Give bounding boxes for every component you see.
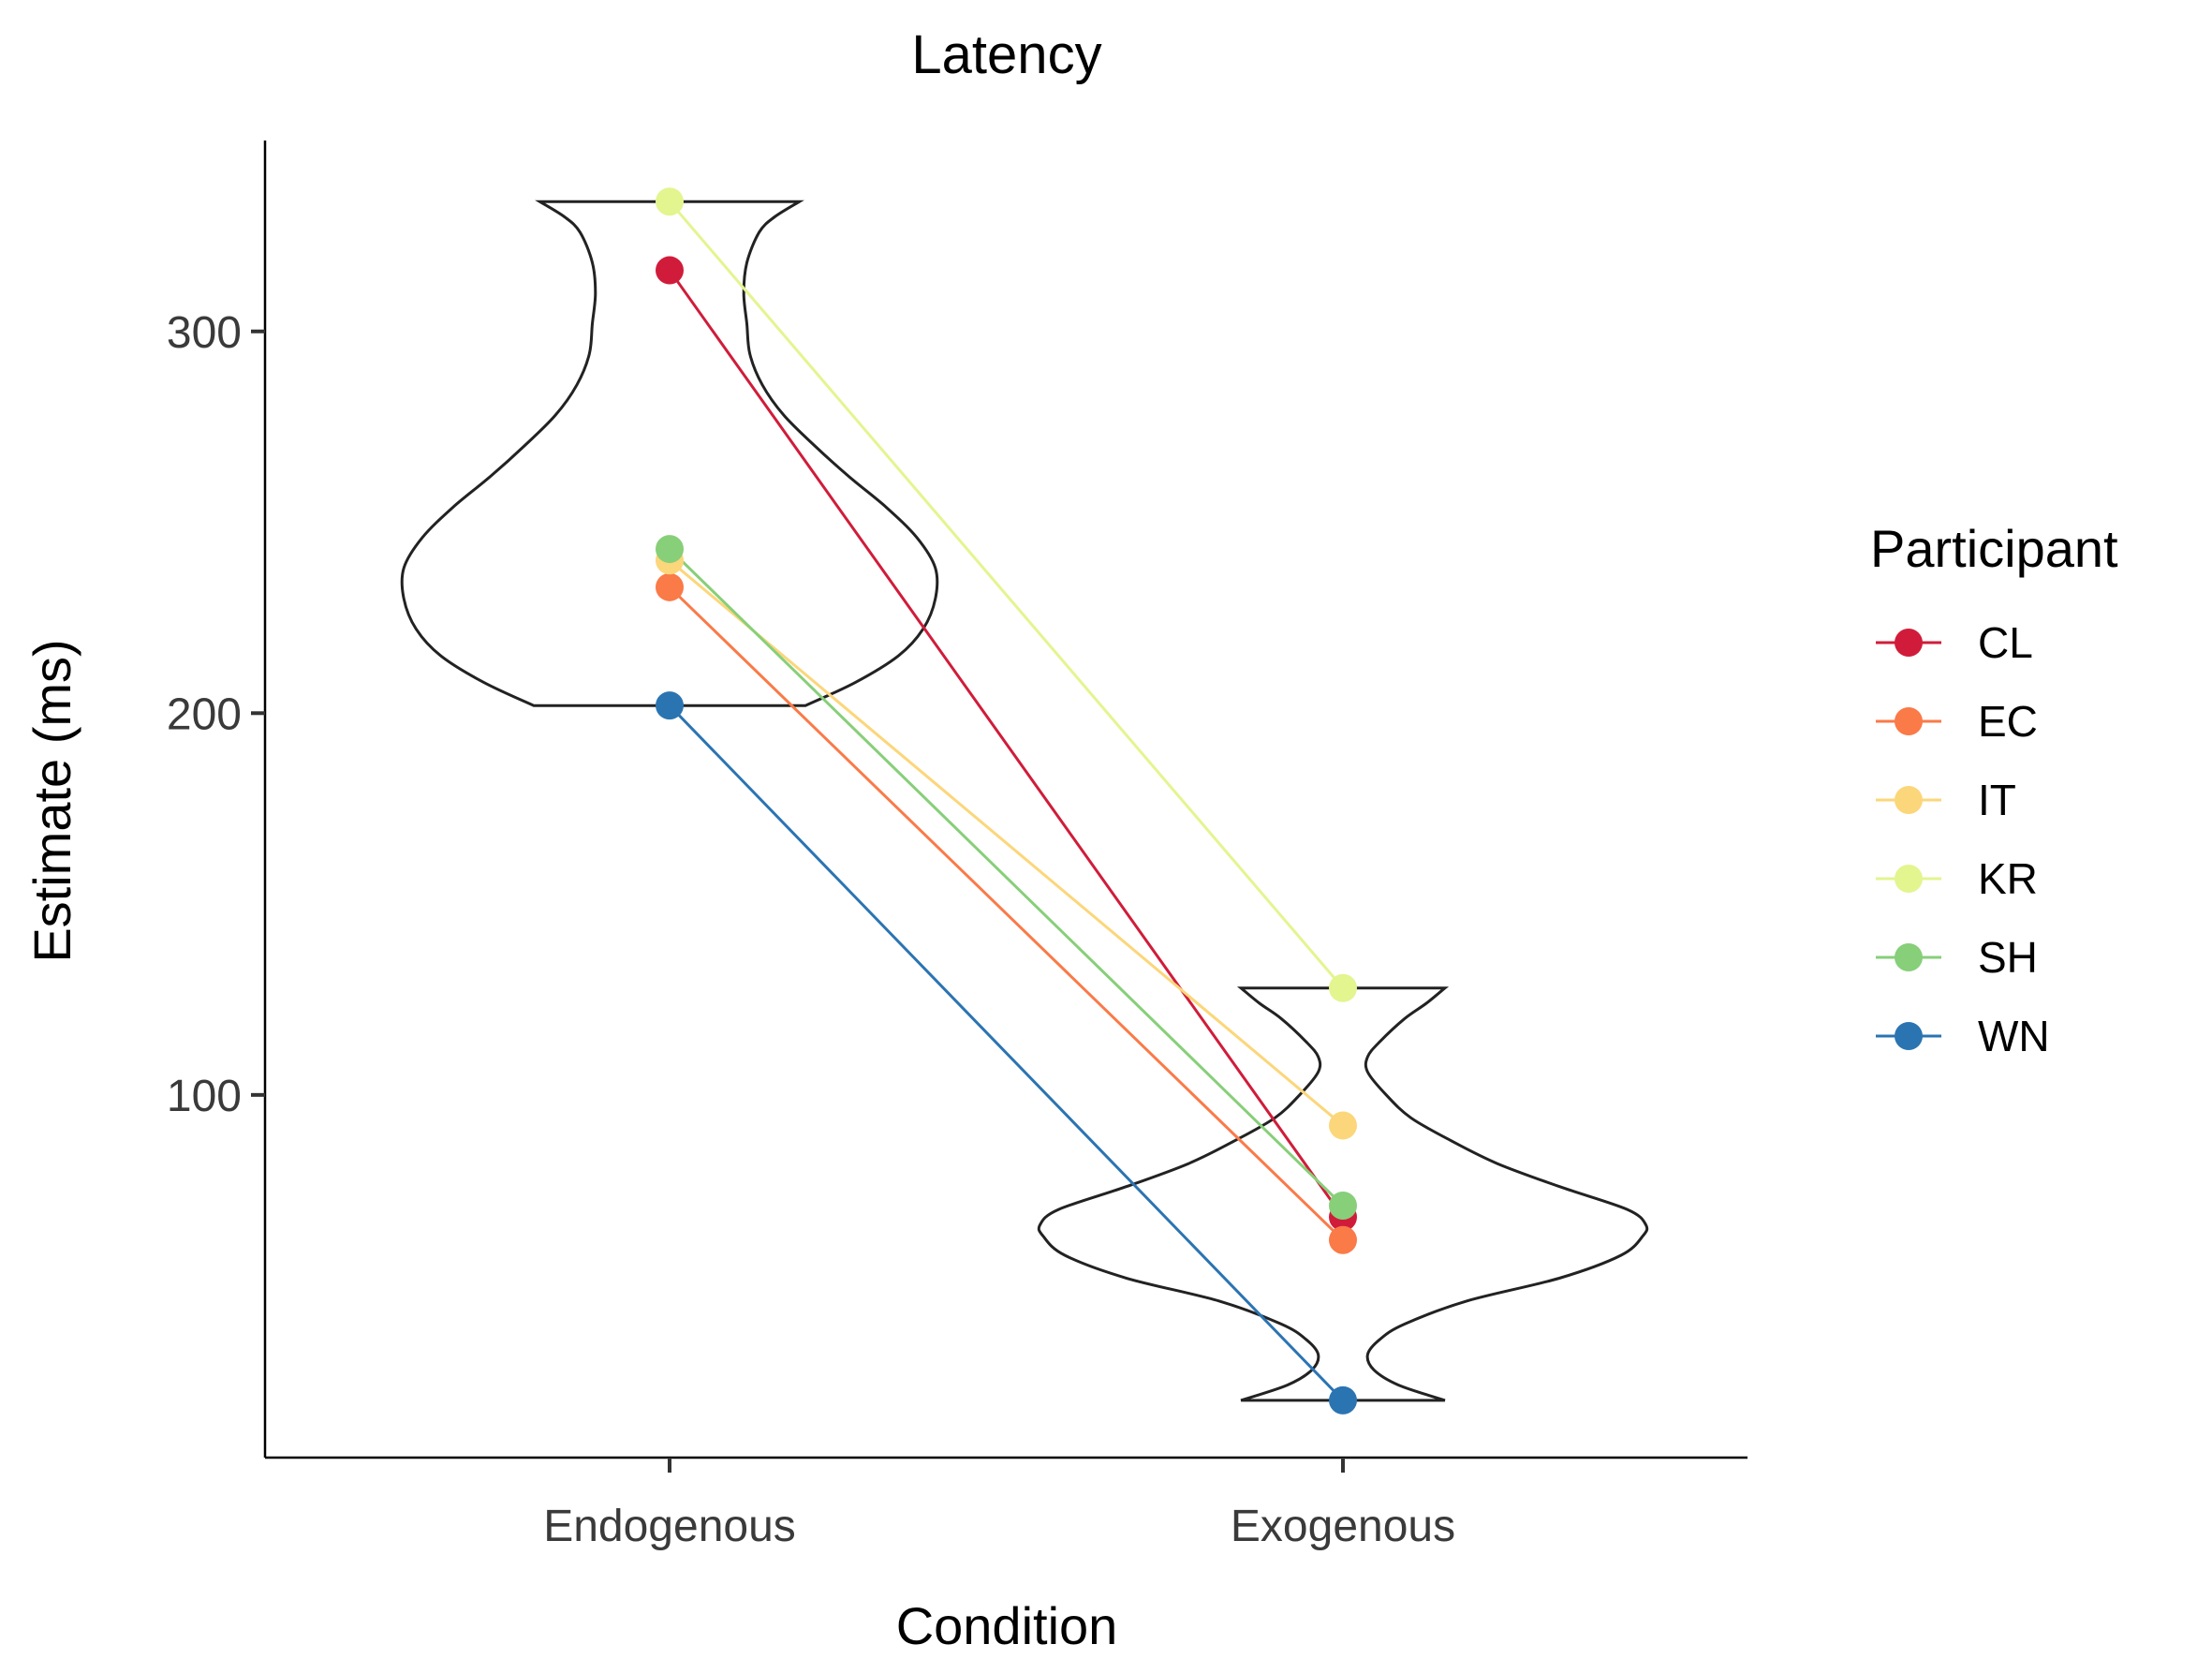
point-wn-exogenous [1329,1385,1357,1415]
legend-label: CL [1978,618,2033,667]
violin-exogenous [1037,986,1649,1402]
legend-item-kr: KR [1876,854,2038,903]
legend-label: WN [1978,1012,2050,1060]
point-kr-endogenous [656,187,684,216]
point-cl-endogenous [656,256,684,285]
legend-item-wn: WN [1876,1012,2050,1060]
participant-lines [668,200,1345,1401]
point-wn-endogenous [656,691,684,720]
legend-item-ec: EC [1876,697,2038,746]
y-tick-label: 300 [167,308,242,358]
point-sh-exogenous [1329,1192,1357,1221]
x-ticks: Endogenous Exogenous [543,1458,1455,1551]
line-wn [668,704,1345,1401]
x-tick-label: Endogenous [543,1502,796,1551]
line-it [669,559,1344,1127]
legend-label: SH [1978,933,2038,982]
line-sh [668,547,1345,1207]
legend-item-sh: SH [1876,933,2038,982]
legend-key-point [1895,786,1923,814]
legend-item-it: IT [1876,776,2016,824]
x-tick-label: Exogenous [1231,1502,1455,1551]
point-ec-endogenous [656,572,684,601]
participant-points [656,187,1357,1415]
legend-label: EC [1978,697,2038,746]
line-cl [668,269,1345,1219]
point-sh-endogenous [656,535,684,564]
x-axis-title: Condition [896,1596,1118,1655]
y-tick-label: 200 [167,689,242,739]
y-tick-label: 100 [167,1072,242,1121]
legend-item-cl: CL [1876,618,2033,667]
legend-key-point [1895,707,1923,735]
legend-key-point [1895,865,1923,893]
y-ticks: 100 200 300 [167,308,265,1121]
point-it-exogenous [1329,1111,1357,1140]
legend: Participant CL EC IT KR SH WN [1870,519,2118,1060]
y-axis-title: Estimate (ms) [22,639,81,962]
violin-endogenous [400,200,939,707]
violins [400,200,1649,1402]
point-ec-exogenous [1329,1225,1357,1254]
chart-title: Latency [911,24,1101,85]
legend-title: Participant [1870,519,2118,578]
legend-label: IT [1978,776,2016,824]
legend-key-point [1895,943,1923,971]
legend-label: KR [1978,854,2038,903]
legend-key-point [1895,1022,1923,1050]
line-ec [668,585,1345,1241]
legend-items: CL EC IT KR SH WN [1876,618,2050,1060]
point-kr-exogenous [1329,973,1357,1002]
line-kr [668,200,1345,989]
legend-key-point [1895,629,1923,657]
